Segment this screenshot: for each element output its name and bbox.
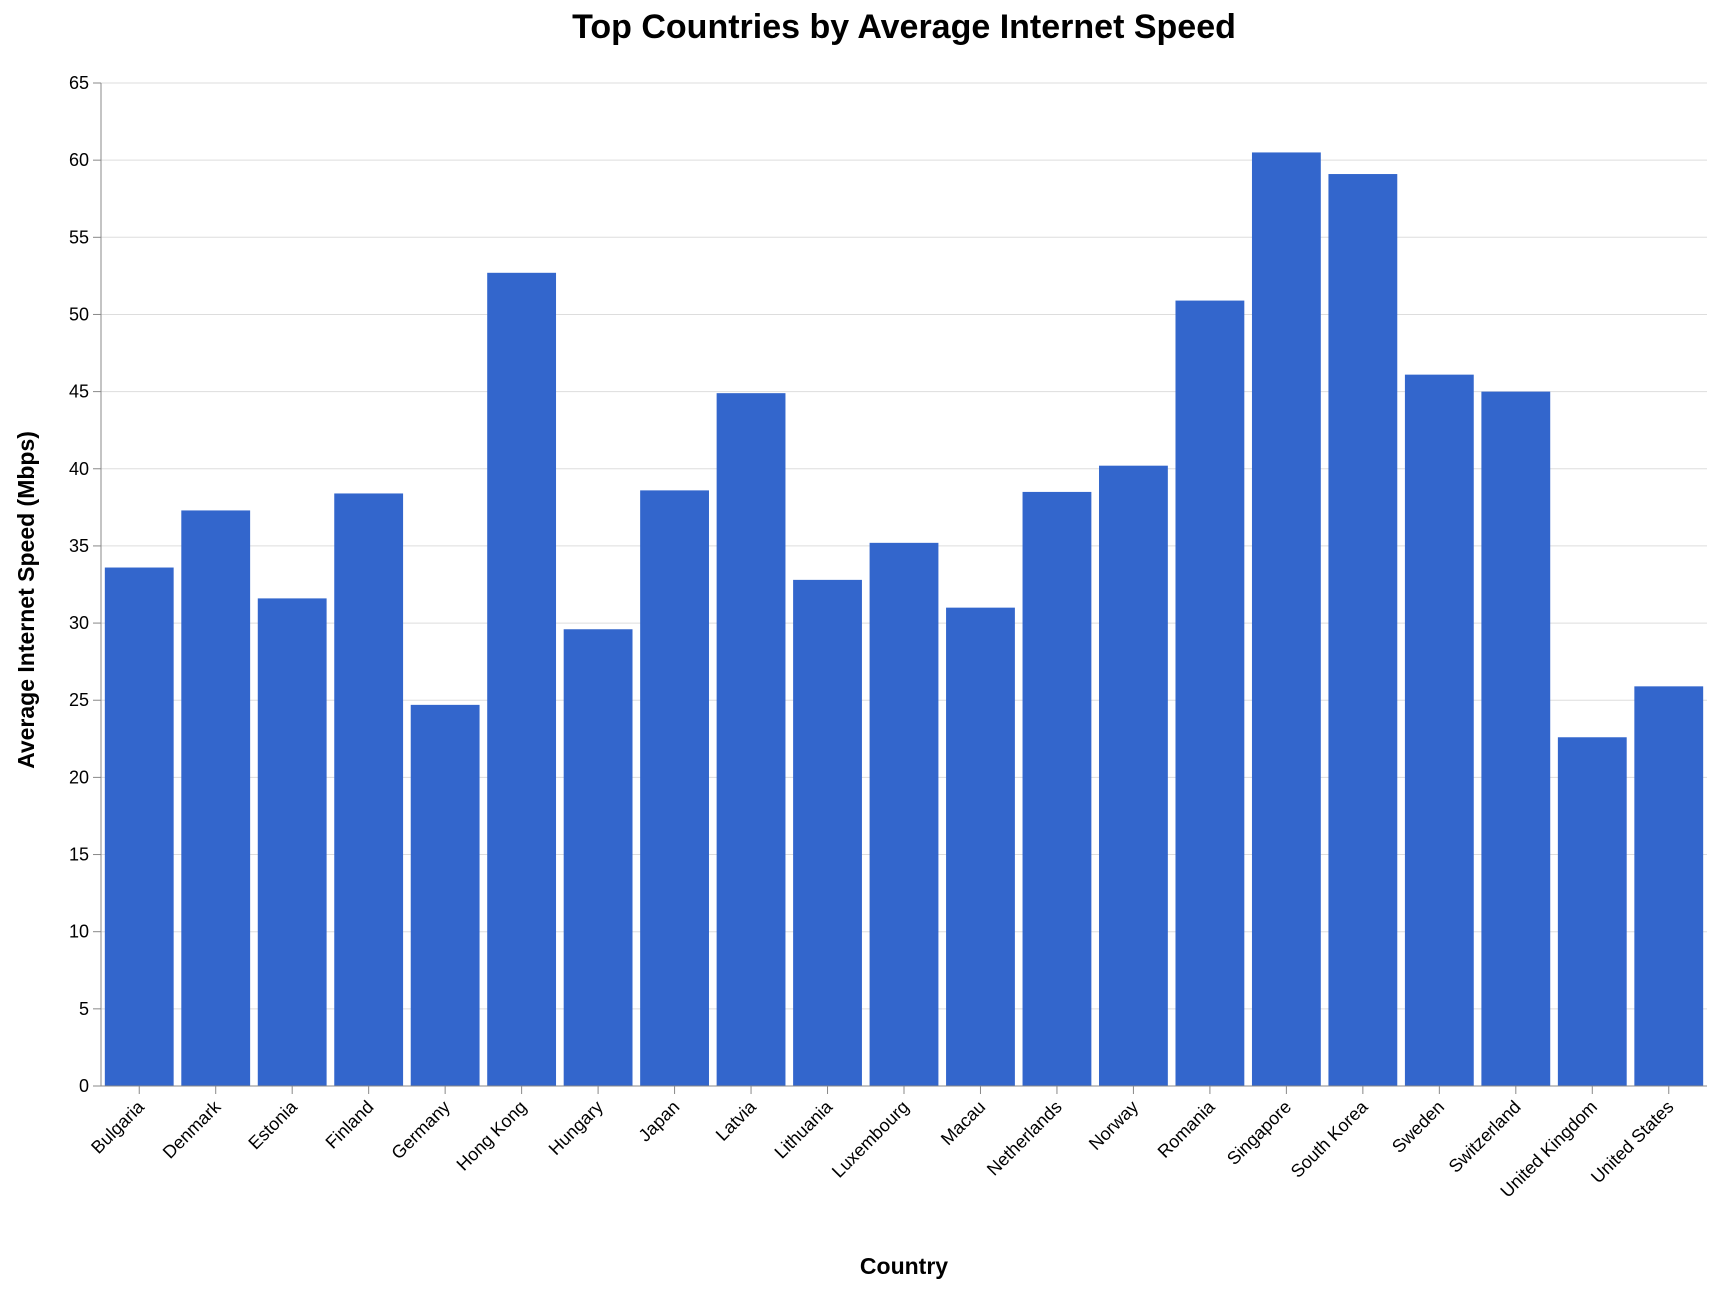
y-axis-title: Average Internet Speed (Mbps) — [13, 431, 39, 769]
bar-luxembourg — [869, 542, 939, 1086]
y-tick-label: 30 — [69, 613, 89, 633]
bar-hong-kong — [487, 272, 557, 1086]
bar-switzerland — [1481, 391, 1551, 1087]
y-tick-label: 65 — [69, 73, 89, 93]
bar-singapore — [1251, 152, 1321, 1086]
y-tick-label: 50 — [69, 304, 89, 324]
bar-netherlands — [1022, 491, 1092, 1086]
x-tick-label: Luxembourg — [828, 1097, 913, 1182]
y-tick-label: 0 — [79, 1076, 89, 1096]
bar-germany — [410, 704, 480, 1086]
bar-macau — [946, 607, 1015, 1086]
y-tick-label: 60 — [69, 150, 89, 170]
x-axis: Bulgaria Denmark Estonia Finland GermanyHong… — [87, 1085, 1707, 1201]
bar-south-korea — [1328, 174, 1398, 1087]
bar-japan — [640, 490, 709, 1086]
chart-title: Top Countries by Average Internet Speed — [572, 8, 1236, 46]
x-tick-label: Finland — [322, 1097, 378, 1153]
bar-estonia — [257, 598, 327, 1086]
y-tick-label: 55 — [69, 227, 89, 247]
bar-lithuania — [793, 579, 862, 1086]
bars — [104, 152, 1704, 1087]
bar-denmark — [181, 510, 251, 1086]
x-tick-label: Estonia — [244, 1096, 301, 1153]
x-tick-label: Singapore — [1223, 1097, 1295, 1169]
bar-latvia — [716, 393, 786, 1086]
x-axis-title: Country — [860, 1253, 948, 1279]
y-tick-label: 15 — [69, 845, 89, 865]
x-tick-label: Sweden — [1388, 1097, 1448, 1157]
bar-finland — [334, 493, 404, 1086]
x-tick-label: Macau — [937, 1097, 989, 1149]
x-tick-label: Lithuania — [771, 1096, 838, 1163]
x-tick-label: Bulgaria — [87, 1096, 149, 1158]
x-tick-label: Switzerland — [1445, 1097, 1525, 1177]
x-tick-label: Latvia — [712, 1096, 761, 1145]
bar-bulgaria — [104, 567, 174, 1086]
y-tick-label: 5 — [79, 999, 89, 1019]
bar-united-kingdom — [1557, 737, 1627, 1086]
y-tick-label: 20 — [69, 767, 89, 787]
bar-romania — [1175, 300, 1245, 1086]
x-tick-label: Hungary — [545, 1097, 607, 1159]
y-axis: 0 5 10 15 20 25 30 35 40 45 50 55 60 65 — [69, 73, 102, 1096]
y-tick-label: 10 — [69, 922, 89, 942]
x-tick-label: Japan — [635, 1097, 684, 1146]
x-tick-label: Netherlands — [983, 1097, 1066, 1180]
x-tick-label: Hong Kong — [453, 1097, 531, 1175]
x-tick-label: Norway — [1085, 1097, 1142, 1154]
y-tick-label: 25 — [69, 690, 89, 710]
x-tick-label: South Korea — [1287, 1096, 1373, 1182]
y-tick-label: 45 — [69, 382, 89, 402]
bar-united-states — [1634, 686, 1704, 1086]
x-tick-label: United States — [1587, 1097, 1678, 1188]
x-tick-label: Germany — [387, 1097, 453, 1163]
bar-sweden — [1404, 374, 1474, 1086]
bar-hungary — [563, 629, 633, 1086]
y-tick-label: 40 — [69, 459, 89, 479]
y-tick-label: 35 — [69, 536, 89, 556]
x-tick-label: Romania — [1154, 1096, 1220, 1162]
bar-norway — [1099, 465, 1168, 1086]
x-tick-label: Denmark — [159, 1096, 225, 1162]
